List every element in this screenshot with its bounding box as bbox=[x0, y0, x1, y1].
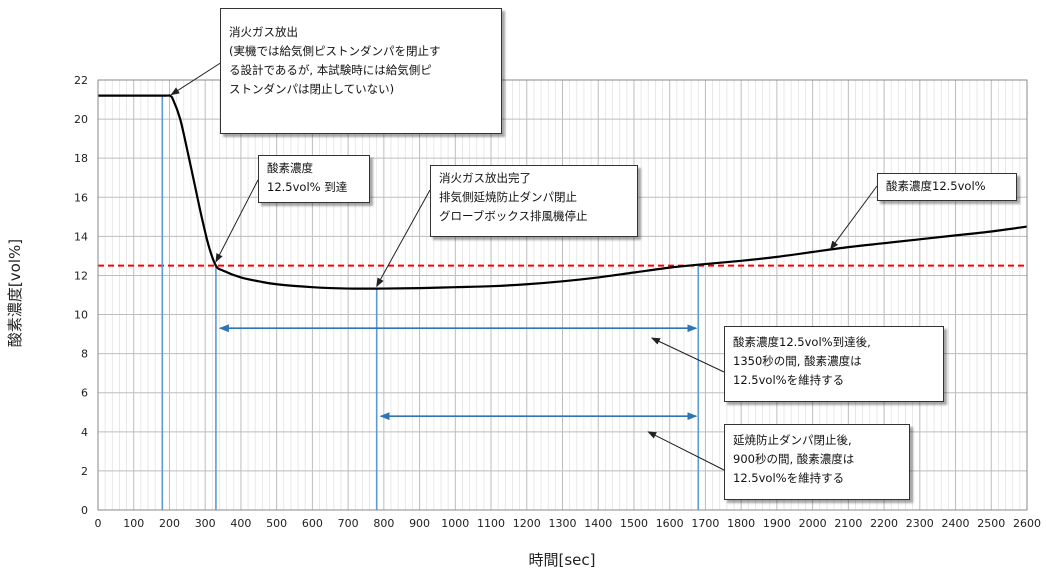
y-tick-label: 12 bbox=[74, 269, 88, 282]
span-arrows-layer bbox=[218, 324, 698, 421]
x-tick-label: 1700 bbox=[691, 517, 719, 530]
x-tick-label: 0 bbox=[95, 517, 102, 530]
x-tick-label: 2200 bbox=[870, 517, 898, 530]
y-tick-label: 6 bbox=[81, 387, 88, 400]
x-tick-label: 300 bbox=[195, 517, 216, 530]
annotation-line: 消火ガス放出 bbox=[229, 25, 298, 39]
x-tick-label: 2100 bbox=[834, 517, 862, 530]
annotation-line: 12.5vol%を維持する bbox=[733, 373, 845, 387]
oxygen-concentration-line bbox=[97, 94, 1028, 290]
annotation-line: る設計であるが, 本試験時には給気側ピ bbox=[229, 63, 432, 77]
y-tick-label: 2 bbox=[81, 465, 88, 478]
x-tick-label: 800 bbox=[373, 517, 394, 530]
y-axis-title: 酸素濃度[vol%] bbox=[6, 239, 24, 347]
annotation-leader-arrow bbox=[170, 61, 223, 96]
annotation-line: 酸素濃度12.5vol% bbox=[886, 179, 986, 193]
y-tick-label: 16 bbox=[74, 191, 88, 204]
annotation-line: 1350秒の間, 酸素濃度は bbox=[733, 354, 862, 368]
annotation-line: 12.5vol%を維持する bbox=[733, 471, 845, 485]
x-tick-label: 500 bbox=[266, 517, 287, 530]
x-tick-label: 1900 bbox=[763, 517, 791, 530]
x-tick-label: 2000 bbox=[799, 517, 827, 530]
x-tick-label: 2300 bbox=[906, 517, 934, 530]
x-tick-label: 400 bbox=[230, 517, 251, 530]
annotation-1350-seconds: 酸素濃度12.5vol%到達後, 1350秒の間, 酸素濃度は 12.5vol%… bbox=[724, 326, 944, 402]
x-axis-title: 時間[sec] bbox=[529, 551, 596, 569]
annotation-line: ストンダンパは閉止していない) bbox=[229, 82, 395, 96]
x-tick-label: 1000 bbox=[441, 517, 469, 530]
annotation-leader-arrow bbox=[376, 189, 431, 288]
x-tick-label: 2600 bbox=[1013, 517, 1041, 530]
annotation-leaders bbox=[170, 61, 878, 471]
plot-area-border bbox=[97, 79, 1028, 511]
annotation-line: 排気側延焼防止ダンパ閉止 bbox=[439, 190, 577, 204]
x-tick-label: 900 bbox=[409, 517, 430, 530]
y-tick-label: 10 bbox=[74, 309, 88, 322]
axes: 0 100 200 300 400 500 600 700 800 900 1000 1100 1200… bbox=[74, 74, 1041, 530]
x-tick-label: 1200 bbox=[513, 517, 541, 530]
x-tick-label: 600 bbox=[302, 517, 323, 530]
y-tick-label: 4 bbox=[81, 426, 88, 439]
annotation-leader-arrow bbox=[650, 337, 725, 373]
annotation-line: 12.5vol% 到達 bbox=[267, 180, 348, 194]
annotation-leader-arrow bbox=[647, 431, 725, 471]
annotation-line: 消火ガス放出完了 bbox=[439, 171, 531, 185]
x-tick-label: 1100 bbox=[477, 517, 505, 530]
annotation-line: グローブボックス排風機停止 bbox=[439, 209, 588, 223]
annotation-gas-release-complete: 消火ガス放出完了 排気側延焼防止ダンパ閉止 グローブボックス排風機停止 bbox=[430, 165, 638, 237]
series-layer bbox=[97, 94, 1028, 290]
y-tick-label: 18 bbox=[74, 152, 88, 165]
x-tick-label: 100 bbox=[123, 517, 144, 530]
x-tick-label: 200 bbox=[159, 517, 180, 530]
y-tick-label: 8 bbox=[81, 348, 88, 361]
y-tick-label: 22 bbox=[74, 74, 88, 87]
y-tick-label: 14 bbox=[74, 230, 88, 243]
x-tick-label: 1300 bbox=[549, 517, 577, 530]
y-tick-label: 20 bbox=[74, 113, 88, 126]
annotation-line: 延焼防止ダンパ閉止後, bbox=[733, 433, 852, 447]
annotation-line: 酸素濃度12.5vol%到達後, bbox=[733, 335, 871, 349]
annotation-line: (実機では給気側ピストンダンパを閉止す bbox=[229, 44, 441, 58]
annotation-leader-arrow bbox=[215, 179, 259, 263]
x-tick-label: 700 bbox=[338, 517, 359, 530]
annotation-gas-release: 消火ガス放出 (実機では給気側ピストンダンパを閉止す る設計であるが, 本試験時… bbox=[220, 8, 502, 134]
annotation-leader-arrow bbox=[829, 185, 878, 250]
x-tick-label: 1400 bbox=[584, 517, 612, 530]
annotation-900-seconds: 延焼防止ダンパ閉止後, 900秒の間, 酸素濃度は 12.5vol%を維持する bbox=[724, 424, 910, 500]
annotation-line: 900秒の間, 酸素濃度は bbox=[733, 452, 855, 466]
annotation-12-5-reached: 酸素濃度 12.5vol% 到達 bbox=[258, 155, 370, 203]
x-tick-label: 2500 bbox=[977, 517, 1005, 530]
x-tick-label: 1600 bbox=[656, 517, 684, 530]
y-tick-label: 0 bbox=[81, 504, 88, 517]
x-tick-label: 1500 bbox=[620, 517, 648, 530]
x-tick-label: 1800 bbox=[727, 517, 755, 530]
annotation-line: 酸素濃度 bbox=[267, 161, 313, 175]
x-tick-label: 2400 bbox=[942, 517, 970, 530]
annotation-12-5-reference: 酸素濃度12.5vol% bbox=[877, 173, 1017, 201]
